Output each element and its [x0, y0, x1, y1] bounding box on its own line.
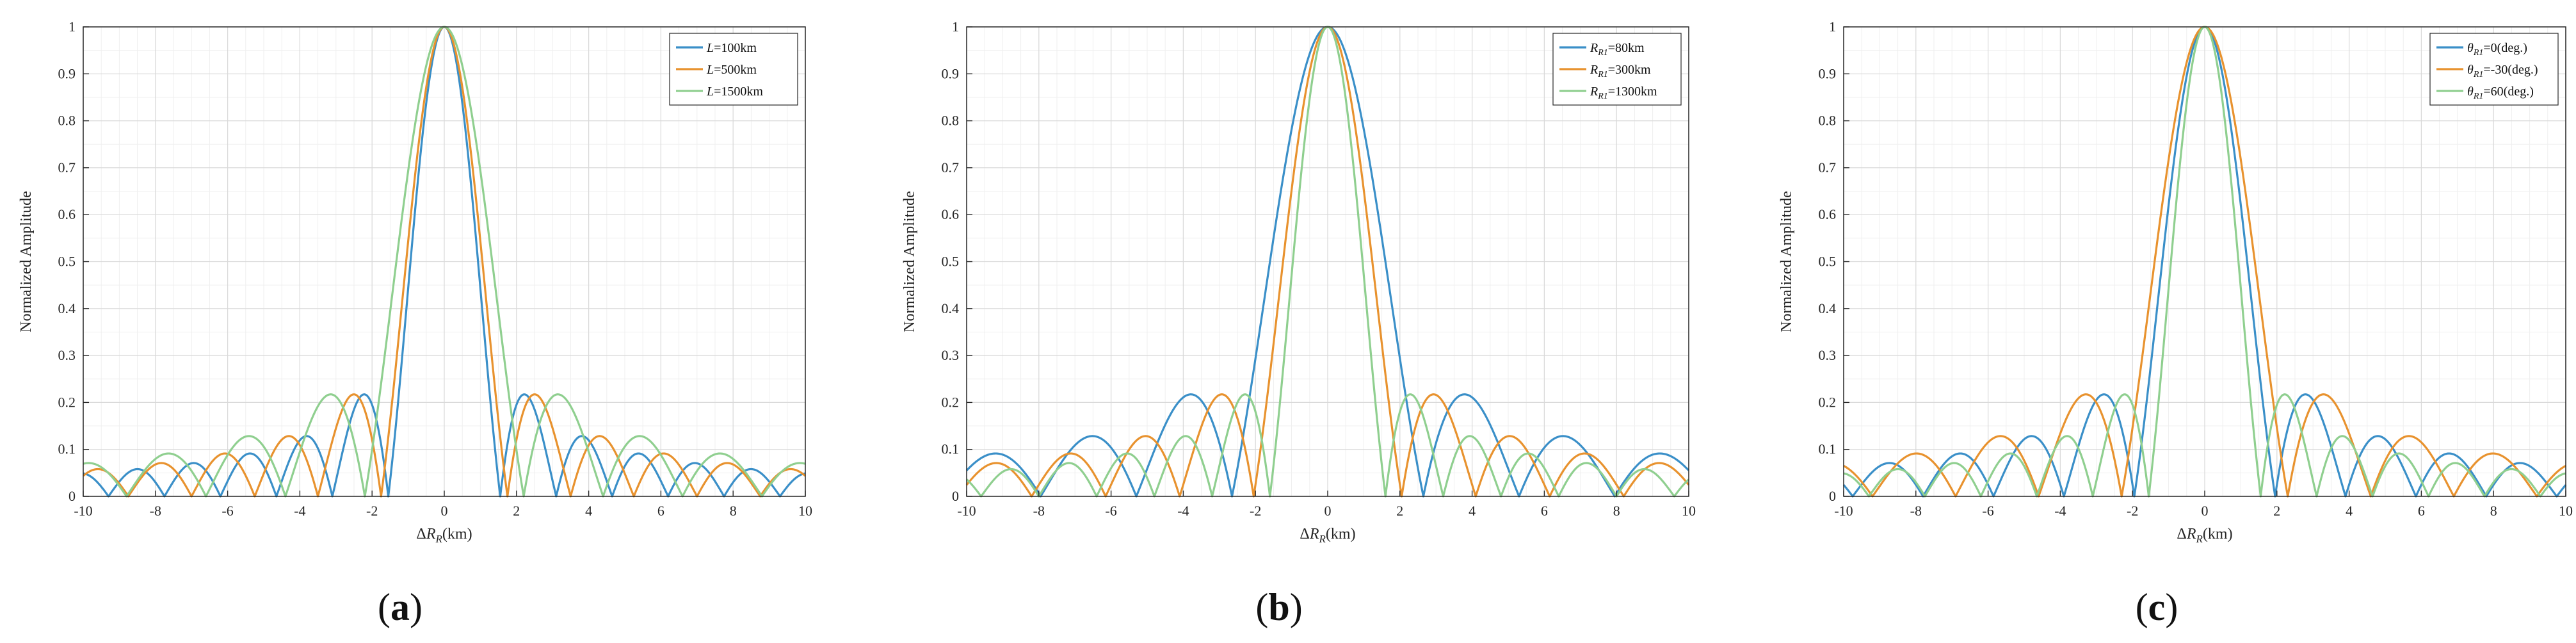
- x-tick-label: -6: [221, 503, 233, 519]
- x-tick-label: 10: [2559, 503, 2573, 519]
- legend-entry-3: θR1=60(deg.): [2467, 85, 2534, 101]
- y-tick-label: 0.4: [942, 300, 960, 316]
- x-tick-label: -8: [150, 503, 161, 519]
- y-tick-label: 0.7: [1819, 159, 1837, 175]
- y-tick-label: 0.4: [58, 300, 76, 316]
- x-tick-label: 6: [1541, 503, 1548, 519]
- x-tick-label: 4: [585, 503, 592, 519]
- x-axis-label: ΔRR(km): [2177, 526, 2232, 545]
- y-tick-label: 0.6: [942, 206, 960, 222]
- x-tick-label: 0: [441, 503, 448, 519]
- y-tick-label: 0.5: [942, 254, 960, 270]
- x-tick-label: 8: [1613, 503, 1620, 519]
- legend-entry-1: θR1=0(deg.): [2467, 41, 2527, 58]
- y-tick-label: 0.7: [58, 159, 76, 175]
- legend-entry-1: RR1=80km: [1590, 41, 1645, 58]
- y-tick-label: 0.2: [1819, 394, 1837, 410]
- y-tick-label: 0.9: [58, 65, 76, 81]
- x-tick-label: 4: [2346, 503, 2353, 519]
- y-tick-label: 1: [1829, 19, 1836, 35]
- x-tick-label: -6: [1982, 503, 1993, 519]
- y-tick-label: 0.9: [1819, 65, 1837, 81]
- y-tick-label: 0.7: [942, 159, 960, 175]
- legend-entry-2: RR1=300km: [1590, 63, 1651, 79]
- x-tick-label: 2: [1396, 503, 1403, 519]
- x-tick-label: -8: [1910, 503, 1922, 519]
- x-tick-label: 2: [513, 503, 520, 519]
- x-tick-label: 0: [1324, 503, 1332, 519]
- y-tick-label: 0.9: [942, 65, 960, 81]
- y-tick-label: 0.1: [58, 441, 76, 457]
- caption-b: (b): [1255, 586, 1302, 628]
- x-tick-label: -10: [957, 503, 976, 519]
- x-tick-label: -10: [1834, 503, 1853, 519]
- x-tick-label: 8: [730, 503, 737, 519]
- y-tick-label: 0.1: [942, 441, 960, 457]
- x-axis-label: ΔRR(km): [416, 526, 472, 545]
- y-tick-label: 0.1: [1819, 441, 1837, 457]
- y-tick-label: 0.3: [58, 347, 76, 363]
- caption-a: (a): [378, 586, 423, 628]
- x-tick-label: 2: [2273, 503, 2280, 519]
- chart-panel-c: -10 -8 -6 -4 -2 0 2 4 6 8 10 0 0.1 0.2 0.3 0.4 0.5 0.6 0.7…: [1778, 19, 2573, 545]
- x-tick-label: -6: [1105, 503, 1116, 519]
- legend-entry-3: RR1=1300km: [1590, 85, 1657, 101]
- y-tick-label: 0.5: [1819, 254, 1837, 270]
- x-tick-label: 6: [657, 503, 664, 519]
- y-tick-label: 0.2: [58, 394, 76, 410]
- y-tick-label: 1: [952, 19, 959, 35]
- y-tick-label: 0.8: [942, 113, 960, 129]
- chart-panel-a: -10 -8 -6 -4 -2 0 2 4 6 8 10 0 0.1 0.2 0.3 0.4 0.5 0.6 0.7…: [18, 19, 812, 545]
- y-tick-label: 0.8: [1819, 113, 1837, 129]
- x-tick-label: 0: [2202, 503, 2209, 519]
- legend-entry-3: L=1500km: [706, 85, 763, 99]
- y-axis-label: Normalized Amplitude: [901, 191, 918, 332]
- legend: RR1=80km RR1=300km RR1=1300km: [1552, 33, 1682, 106]
- legend: θR1=0(deg.) θR1=-30(deg.) θR1=60(deg.): [2429, 33, 2559, 106]
- y-tick-label: 0: [1829, 488, 1836, 504]
- x-tick-label: 6: [2418, 503, 2425, 519]
- x-tick-label: 10: [798, 503, 812, 519]
- legend: L=100km L=500km L=1500km: [669, 33, 798, 106]
- x-tick-label: -8: [1033, 503, 1045, 519]
- y-tick-label: 0.6: [58, 206, 76, 222]
- x-tick-label: -10: [74, 503, 92, 519]
- y-axis-label: Normalized Amplitude: [1778, 191, 1795, 332]
- x-tick-label: -4: [2054, 503, 2066, 519]
- chart-panel-b: -10 -8 -6 -4 -2 0 2 4 6 8 10 0 0.1 0.2 0.3 0.4 0.5 0.6 0.7…: [901, 19, 1696, 545]
- x-tick-label: -4: [1177, 503, 1189, 519]
- y-tick-label: 0.2: [942, 394, 960, 410]
- x-tick-label: 8: [2490, 503, 2497, 519]
- x-tick-label: 10: [1682, 503, 1696, 519]
- x-tick-label: -2: [366, 503, 378, 519]
- legend-entry-1: L=100km: [706, 41, 757, 55]
- y-tick-label: 1: [68, 19, 76, 35]
- legend-entry-2: θR1=-30(deg.): [2467, 63, 2538, 79]
- x-tick-label: 4: [1469, 503, 1476, 519]
- caption-c: (c): [2136, 586, 2178, 628]
- y-tick-label: 0.6: [1819, 206, 1837, 222]
- y-tick-label: 0: [68, 488, 76, 504]
- legend-entry-2: L=500km: [706, 63, 757, 77]
- y-axis-label: Normalized Amplitude: [18, 191, 35, 332]
- y-tick-label: 0.4: [1819, 300, 1837, 316]
- x-tick-label: -4: [294, 503, 305, 519]
- x-tick-label: -2: [2127, 503, 2138, 519]
- x-tick-label: -2: [1250, 503, 1261, 519]
- y-tick-label: 0.3: [942, 347, 960, 363]
- y-tick-label: 0.3: [1819, 347, 1837, 363]
- y-tick-label: 0.5: [58, 254, 76, 270]
- y-tick-label: 0.8: [58, 113, 76, 129]
- y-tick-label: 0: [952, 488, 959, 504]
- x-axis-label: ΔRR(km): [1300, 526, 1355, 545]
